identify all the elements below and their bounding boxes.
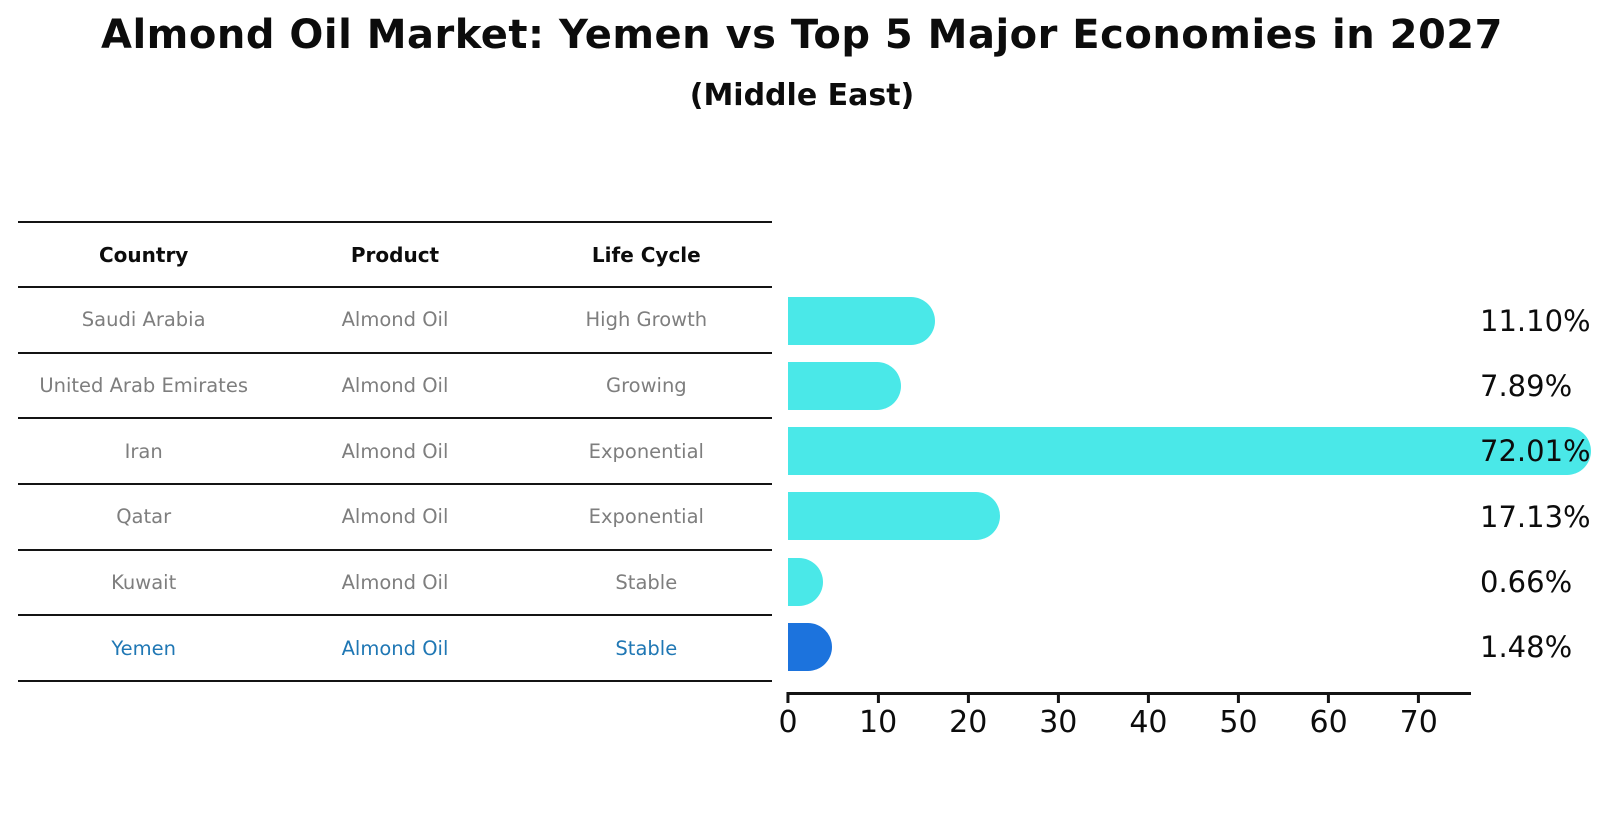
cell-life-cycle: Exponential — [588, 505, 704, 529]
cell-product: Almond Oil — [341, 374, 449, 398]
bar-value-yemen: 1.48% — [1480, 630, 1573, 665]
table-row-united-arab-emirates: United Arab Emirates Almond Oil Growing — [18, 354, 772, 420]
x-tick-label: 50 — [1219, 705, 1258, 740]
bar-value-kuwait: 0.66% — [1480, 564, 1573, 599]
bar-yemen — [788, 622, 832, 671]
bar-row: 0.66% — [788, 549, 1604, 614]
column-header-life-cycle: Life Cycle — [591, 242, 701, 267]
x-tick: 60 — [1310, 692, 1348, 739]
bar-saudi-arabia — [788, 296, 936, 345]
cell-country: Iran — [124, 439, 163, 463]
x-tick-mark — [1237, 692, 1241, 703]
cell-country: United Arab Emirates — [39, 374, 248, 398]
chart-title: Almond Oil Market: Yemen vs Top 5 Major … — [101, 12, 1503, 58]
x-tick-label: 0 — [778, 705, 798, 740]
x-tick-mark — [966, 692, 970, 703]
x-tick: 70 — [1400, 692, 1438, 739]
cell-product: Almond Oil — [341, 308, 449, 332]
cell-life-cycle: Growing — [605, 374, 687, 398]
table-row-yemen: Yemen Almond Oil Stable — [18, 616, 772, 683]
x-tick: 0 — [778, 692, 798, 740]
x-tick-mark — [786, 692, 790, 703]
bar-value-iran: 72.01% — [1480, 434, 1591, 469]
column-header-country: Country — [98, 242, 189, 267]
table-row-iran: Iran Almond Oil Exponential — [18, 419, 772, 486]
bar-value-saudi-arabia: 11.10% — [1480, 303, 1591, 338]
cell-life-cycle: Stable — [615, 636, 678, 660]
x-tick: 20 — [949, 692, 987, 739]
column-header-product: Product — [350, 242, 440, 267]
x-tick: 40 — [1129, 692, 1168, 740]
x-tick-mark — [1146, 692, 1150, 703]
cell-product: Almond Oil — [341, 439, 449, 463]
cell-country: Qatar — [116, 505, 172, 529]
bar-kuwait — [788, 557, 824, 606]
bar-iran — [788, 427, 1592, 476]
x-tick-mark — [876, 692, 880, 703]
x-tick: 10 — [859, 692, 897, 739]
x-tick-label: 30 — [1039, 705, 1078, 740]
bar-row: 72.01% — [788, 419, 1604, 484]
bar-row: 1.48% — [788, 614, 1604, 679]
x-tick: 50 — [1219, 692, 1258, 740]
chart-subtitle: (Middle East) — [689, 78, 915, 113]
bar-row: 7.89% — [788, 353, 1604, 418]
x-tick: 30 — [1039, 692, 1077, 739]
cell-life-cycle: Stable — [615, 571, 678, 595]
bar-value-united-arab-emirates: 7.89% — [1480, 368, 1573, 403]
x-tick-label: 40 — [1129, 705, 1168, 740]
x-tick-label: 70 — [1399, 705, 1438, 740]
bar-qatar — [788, 492, 1001, 541]
x-tick-mark — [1417, 692, 1421, 703]
bar-value-qatar: 17.13% — [1480, 499, 1591, 534]
x-tick-label: 60 — [1309, 705, 1348, 740]
cell-life-cycle: Exponential — [588, 439, 704, 463]
table-row-saudi-arabia: Saudi Arabia Almond Oil High Growth — [18, 288, 772, 354]
table-row-qatar: Qatar Almond Oil Exponential — [18, 485, 772, 551]
x-tick-label: 10 — [859, 705, 898, 740]
cell-life-cycle: High Growth — [585, 308, 708, 332]
cell-country: Kuwait — [111, 571, 177, 595]
cell-product: Almond Oil — [341, 571, 449, 595]
bar-united-arab-emirates — [788, 361, 901, 410]
table-header-row: Country Product Life Cycle — [18, 223, 772, 288]
cell-product: Almond Oil — [341, 636, 449, 660]
bar-row: 11.10% — [788, 288, 1604, 353]
x-tick-mark — [1327, 692, 1331, 703]
table-row-kuwait: Kuwait Almond Oil Stable — [18, 551, 772, 617]
cell-country: Yemen — [111, 636, 176, 660]
x-tick-label: 20 — [949, 705, 988, 740]
cell-product: Almond Oil — [341, 505, 449, 529]
bar-chart: 11.10% 7.89% 72.01% 17.13% 0.66% 1.48% 0 — [778, 288, 1592, 739]
cell-country: Saudi Arabia — [81, 308, 206, 332]
bar-row: 17.13% — [788, 484, 1604, 549]
x-tick-mark — [1056, 692, 1060, 703]
country-table: Country Product Life Cycle Saudi Arabia … — [18, 221, 772, 683]
